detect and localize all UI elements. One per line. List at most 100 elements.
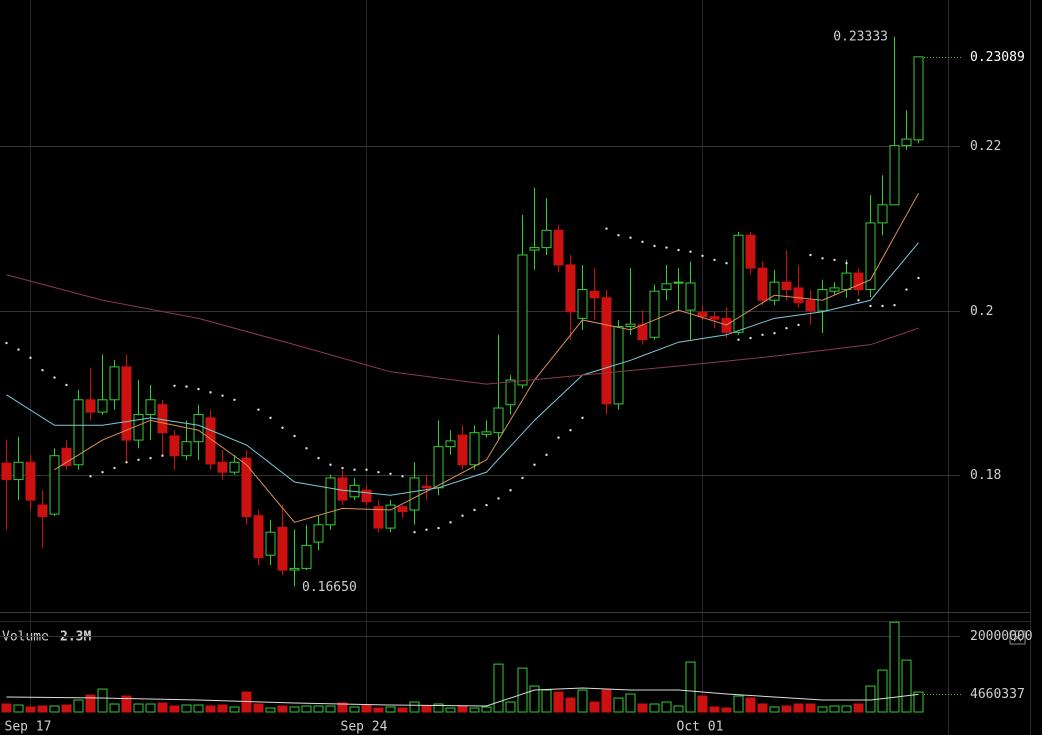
sar-dot xyxy=(89,475,92,478)
sar-dot xyxy=(29,356,32,360)
sar-dot xyxy=(281,426,284,429)
volume-bar xyxy=(865,685,876,713)
x-tick-label: Sep 24 xyxy=(341,720,388,735)
sar-dot xyxy=(209,391,212,394)
candle-body xyxy=(697,312,708,318)
volume-bar xyxy=(49,705,60,713)
sar-dot xyxy=(197,387,200,391)
sar-dot xyxy=(521,476,524,480)
candle-body xyxy=(781,281,792,291)
sar-dot xyxy=(125,461,128,464)
volume-bar xyxy=(649,703,660,713)
sar-dot xyxy=(221,394,224,397)
volume-bar xyxy=(193,704,204,713)
sar-dot xyxy=(401,475,404,478)
candle-body xyxy=(73,399,84,466)
y-tick-label: 0.2 xyxy=(970,304,993,319)
y-tick-label: 0.22 xyxy=(970,139,1001,154)
volume-bar xyxy=(397,707,408,713)
candle-body xyxy=(829,287,840,292)
volume-bar xyxy=(373,707,384,713)
volume-bar xyxy=(901,659,912,713)
candle-body xyxy=(505,379,516,406)
candle-body xyxy=(565,264,576,313)
candle-body xyxy=(217,461,228,473)
sar-dot xyxy=(473,508,476,512)
candle-body xyxy=(661,283,672,291)
candle-body xyxy=(589,290,600,299)
close-button[interactable] xyxy=(1009,630,1026,645)
sar-dot xyxy=(293,434,296,438)
volume-bar xyxy=(385,706,396,713)
candle-body xyxy=(277,526,288,571)
volume-bar xyxy=(25,706,36,713)
sar-dot xyxy=(65,383,68,387)
indicator-line xyxy=(6,242,919,496)
last-price-label: 0.23089 xyxy=(970,50,1025,65)
candle-body xyxy=(709,316,720,320)
volume-bar xyxy=(301,705,312,713)
sar-dot xyxy=(17,348,20,351)
volume-bar xyxy=(121,695,132,713)
sar-dot xyxy=(413,531,416,534)
volume-bar xyxy=(817,706,828,713)
candle-body xyxy=(577,289,588,319)
volume-bar xyxy=(157,702,168,713)
x-tick-label: Oct 01 xyxy=(677,720,724,735)
volume-bar xyxy=(205,705,216,713)
volume-bar xyxy=(61,704,72,713)
y-tick-label: 0.18 xyxy=(970,468,1001,483)
sar-dot xyxy=(713,258,716,262)
indicator-line xyxy=(54,193,919,523)
candle-body xyxy=(481,431,492,435)
sar-dot xyxy=(845,262,848,265)
volume-bar xyxy=(673,705,684,713)
sar-dot xyxy=(677,248,680,252)
sar-dot xyxy=(605,227,608,230)
sar-dot xyxy=(233,398,236,401)
candle-body xyxy=(553,229,564,266)
sar-dot xyxy=(101,470,104,474)
candle-body xyxy=(541,229,552,249)
candle-body xyxy=(145,399,156,416)
sar-dot xyxy=(161,454,164,457)
volume-ma-label: 4660337 xyxy=(970,687,1025,702)
sar-dot xyxy=(461,514,464,517)
volume-bar xyxy=(829,705,840,713)
sar-dot xyxy=(437,526,440,530)
candle-body xyxy=(157,404,168,434)
sar-dot xyxy=(341,466,344,470)
sar-dot xyxy=(761,333,764,336)
volume-bar xyxy=(409,701,420,713)
sar-dot xyxy=(497,497,500,500)
sar-dot xyxy=(869,304,872,308)
sar-dot xyxy=(5,341,8,345)
candle-body xyxy=(745,234,756,269)
sar-dot xyxy=(113,466,116,470)
candle-body xyxy=(853,272,864,291)
volume-bar xyxy=(325,705,336,713)
y-tick-label: 20000000 xyxy=(970,629,1033,644)
sar-dot xyxy=(485,503,488,507)
sar-dot xyxy=(425,528,428,531)
close-icon[interactable] xyxy=(1013,633,1022,642)
sar-dot xyxy=(389,472,392,476)
volume-bar xyxy=(145,703,156,713)
candle-body xyxy=(685,282,696,311)
volume-bar xyxy=(613,697,624,713)
volume-bar xyxy=(13,704,24,713)
volume-bar xyxy=(805,703,816,713)
sar-dot xyxy=(857,299,860,302)
volume-bar xyxy=(793,703,804,713)
volume-bar xyxy=(841,705,852,713)
volume-bar xyxy=(661,701,672,713)
sar-dot xyxy=(689,250,692,253)
sar-dot xyxy=(149,456,152,460)
candle-body xyxy=(373,506,384,529)
candle-body xyxy=(421,485,432,489)
volume-bar xyxy=(877,669,888,713)
volume-bar xyxy=(169,705,180,713)
sar-dot xyxy=(665,246,668,249)
